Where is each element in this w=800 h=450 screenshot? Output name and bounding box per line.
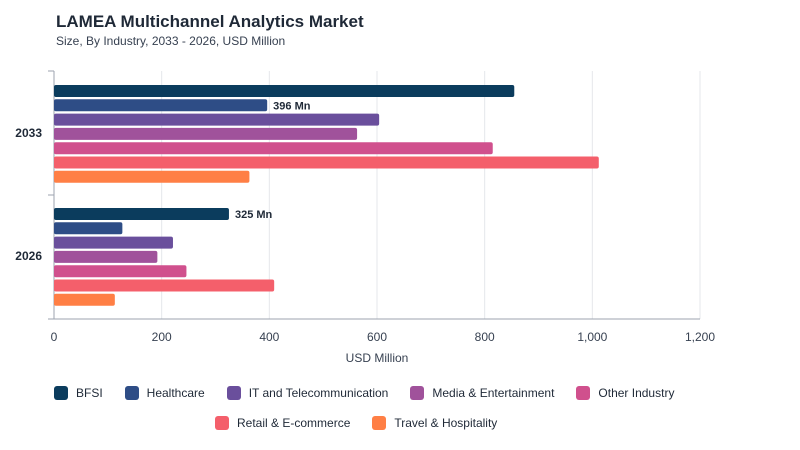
bar [54, 113, 380, 126]
bar [54, 293, 115, 306]
legend-item: Media & Entertainment [410, 386, 554, 400]
bar [54, 127, 358, 140]
legend-swatch [372, 416, 387, 430]
bar [54, 142, 493, 155]
legend-item: Healthcare [124, 386, 205, 400]
y-category-label: 2026 [15, 249, 42, 263]
legend-item: IT and Telecommunication [226, 386, 389, 400]
chart-subtitle: Size, By Industry, 2033 - 2026, USD Mill… [56, 34, 286, 48]
x-tick-label: 1,000 [577, 330, 607, 344]
bar [54, 85, 515, 97]
legend-swatch [124, 386, 139, 400]
bar [54, 99, 268, 112]
legend-label: Retail & E-commerce [237, 416, 351, 430]
legend-swatch [410, 386, 425, 400]
x-axis-title: USD Million [346, 351, 409, 365]
legend-swatch [576, 386, 591, 400]
legend: BFSI Healthcare IT and Telecommunication Me… [54, 386, 696, 400]
legend-swatch [54, 386, 68, 400]
x-tick-label: 200 [152, 330, 172, 344]
legend-label: Media & Entertainment [432, 386, 555, 400]
x-tick-label: 400 [259, 330, 279, 344]
legend-item: BFSI [54, 386, 103, 400]
bar-chart: 0 200 400 600 800 1,000 1,200 USD Million 396 Mn… [15, 70, 715, 365]
data-label: 396 Mn [273, 100, 311, 112]
legend-item: Other Industry [576, 386, 674, 400]
bar [54, 250, 158, 263]
x-tick-label: 0 [51, 330, 58, 344]
legend-label: Other Industry [598, 386, 675, 400]
bar [54, 279, 275, 292]
y-category-label: 2033 [15, 126, 42, 140]
legend-second-row: Retail & E-commerce Travel & Hospitality [215, 416, 519, 430]
legend-item: Retail & E-commerce [215, 416, 350, 430]
x-tick-label: 1,200 [685, 330, 715, 344]
bar [54, 156, 599, 169]
bar [54, 222, 123, 235]
bar [54, 170, 250, 183]
legend-label: BFSI [76, 386, 103, 400]
legend-label: Healthcare [146, 386, 205, 400]
bar [54, 236, 173, 249]
bar [54, 208, 229, 220]
legend-label: IT and Telecommunication [248, 386, 389, 400]
x-tick-label: 600 [367, 330, 387, 344]
legend-item: Travel & Hospitality [372, 416, 497, 430]
chart-title: LAMEA Multichannel Analytics Market [56, 12, 364, 31]
legend-swatch [215, 416, 229, 430]
legend-label: Travel & Hospitality [394, 416, 498, 430]
legend-swatch [226, 386, 241, 400]
bar [54, 265, 187, 278]
data-label: 325 Mn [235, 209, 273, 221]
x-tick-label: 800 [475, 330, 495, 344]
